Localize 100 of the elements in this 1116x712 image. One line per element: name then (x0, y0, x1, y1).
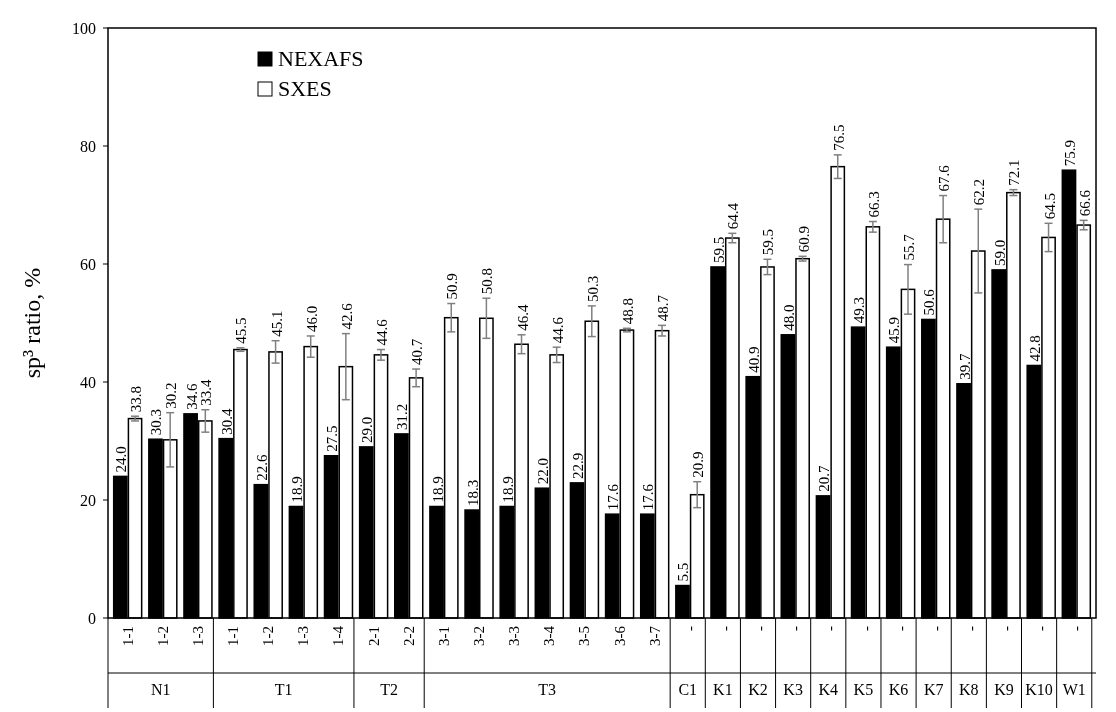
x-tick-label: - (1068, 626, 1085, 631)
text: K3 (783, 681, 803, 698)
data-label: 17.6 (605, 483, 622, 511)
data-label: 62.2 (971, 178, 988, 206)
data-label: 64.5 (1041, 193, 1058, 220)
data-label: 50.8 (479, 267, 496, 295)
data-label: 22.6 (253, 453, 270, 481)
y-tick-label: 0 (88, 609, 96, 627)
y-tick-label: 40 (80, 373, 96, 391)
data-label: 31.2 (394, 403, 411, 430)
data-label: 50.3 (584, 275, 601, 302)
data-label: 22.9 (570, 452, 587, 479)
x-tick-label: - (962, 626, 979, 631)
data-label: 29.0 (359, 416, 376, 443)
x-tick-label: 3-7 (646, 625, 663, 646)
x-tick-label: 3-3 (506, 626, 523, 646)
text: K1 (713, 681, 733, 698)
data-label: 76.5 (830, 124, 847, 151)
x-tick-label: 3-4 (541, 625, 558, 646)
text: K5 (853, 681, 874, 698)
data-label: 75.9 (1061, 139, 1078, 167)
data-label: 72.1 (1006, 159, 1023, 186)
data-label: 45.5 (233, 317, 250, 344)
x-tick-label: - (787, 626, 804, 631)
data-label: 59.5 (710, 236, 727, 263)
data-label: 18.9 (429, 476, 446, 503)
x-tick-label: 3-6 (611, 625, 628, 646)
text: T3 (538, 681, 557, 698)
y-tick-label: 80 (80, 137, 96, 155)
data-label: 33.8 (128, 385, 145, 413)
data-label: 49.3 (851, 296, 868, 324)
x-tick-label: - (822, 626, 839, 631)
data-label: 18.3 (464, 479, 481, 507)
data-label: 44.6 (549, 316, 566, 344)
data-label: 46.4 (514, 304, 531, 331)
data-label: 44.6 (373, 318, 390, 346)
text: W1 (1062, 681, 1086, 698)
data-label: 64.4 (725, 202, 742, 230)
legend-label: NEXAFS (278, 46, 364, 71)
data-label: 50.9 (444, 273, 461, 300)
y-axis-title: sp³ ratio, % (19, 267, 45, 379)
data-label: 50.6 (921, 288, 938, 316)
x-tick-label: 1-3 (295, 626, 312, 646)
text: K10 (1025, 681, 1053, 698)
data-label: 40.9 (745, 346, 762, 373)
data-label: 48.0 (780, 304, 797, 331)
data-label: 5.5 (675, 562, 692, 582)
data-label: 67.6 (936, 164, 953, 192)
data-label: 39.7 (956, 353, 973, 380)
data-label: 45.9 (886, 316, 903, 344)
data-label: 18.9 (288, 476, 305, 503)
y-tick-label: 20 (80, 491, 96, 509)
text: T1 (274, 681, 293, 698)
x-tick-label: 1-2 (154, 626, 171, 646)
y-tick-label: 100 (72, 19, 96, 37)
x-tick-label: 1-1 (119, 626, 136, 646)
x-tick-label: - (1033, 626, 1050, 631)
text: T2 (380, 681, 398, 698)
data-label: 33.4 (198, 378, 215, 406)
x-tick-label: 1-3 (189, 626, 206, 646)
x-tick-label: - (716, 626, 733, 631)
data-label: 18.9 (499, 476, 516, 503)
data-label: 48.8 (619, 298, 636, 325)
x-tick-label: 1-2 (260, 626, 277, 646)
x-tick-label: - (892, 626, 909, 631)
data-label: 59.5 (760, 229, 777, 256)
x-tick-label: - (857, 626, 874, 631)
x-tick-label: - (752, 626, 769, 631)
data-label: 66.3 (865, 191, 882, 218)
data-label: 48.7 (655, 294, 672, 322)
text: K4 (818, 681, 839, 698)
text: K2 (748, 681, 768, 698)
x-tick-label: 3-2 (471, 626, 488, 646)
data-label: 42.8 (1026, 335, 1043, 362)
data-label: 20.7 (816, 465, 833, 492)
x-tick-label: 2-2 (400, 626, 417, 646)
x-tick-label: 3-5 (576, 626, 593, 646)
data-label: 46.0 (303, 305, 320, 332)
data-label: 30.3 (148, 408, 165, 436)
data-label: 42.6 (338, 302, 355, 330)
text: C1 (678, 681, 698, 698)
x-tick-label: - (681, 626, 698, 631)
x-tick-label: 1-4 (330, 625, 347, 646)
data-label: 27.5 (324, 425, 341, 452)
data-label: 24.0 (113, 446, 130, 473)
x-tick-label: 2-1 (365, 626, 382, 646)
data-label: 55.7 (901, 233, 918, 261)
x-tick-label: - (927, 626, 944, 631)
legend-label: SXES (278, 76, 332, 101)
data-label: 40.7 (409, 338, 426, 366)
data-label: 30.2 (163, 382, 180, 409)
x-tick-label: 3-1 (435, 626, 452, 646)
data-label: 30.4 (218, 407, 235, 435)
y-tick-label: 60 (80, 255, 96, 273)
text: K7 (923, 681, 944, 698)
data-label: 34.6 (183, 383, 200, 410)
data-label: 66.6 (1076, 189, 1093, 217)
x-tick-label: - (998, 626, 1015, 631)
data-label: 20.9 (690, 451, 707, 478)
text: N1 (150, 681, 171, 698)
